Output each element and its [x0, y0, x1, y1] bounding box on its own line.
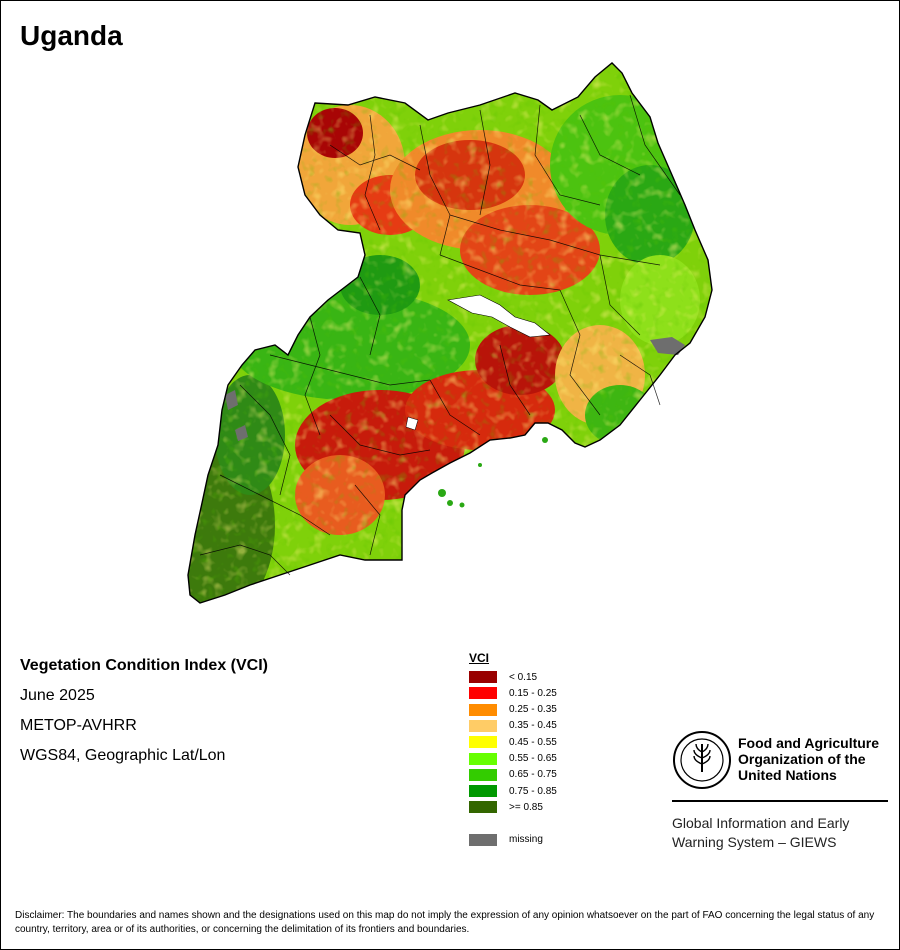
country-outline	[187, 62, 713, 604]
legend-swatch	[469, 801, 497, 814]
legend-label: < 0.15	[509, 671, 538, 683]
missing-patch-west-2	[235, 425, 248, 441]
legend-label: >= 0.85	[509, 801, 543, 813]
giews-name: Global Information and Early Warning Sys…	[672, 815, 850, 850]
uganda-vci-map-svg	[187, 62, 713, 604]
country-title: Uganda	[20, 20, 123, 51]
fao-name: Food and Agriculture Organization of the…	[738, 735, 880, 783]
legend-swatch-missing	[469, 833, 497, 846]
map-info: Vegetation Condition Index (VCI) June 20…	[20, 656, 268, 776]
legend-label: 0.55 - 0.65	[509, 753, 557, 764]
legend-item-missing: missing	[469, 833, 543, 846]
legend-swatch	[469, 785, 497, 798]
legend-label: 0.75 - 0.85	[509, 785, 557, 797]
legend-item: 0.65 - 0.75	[469, 768, 557, 781]
legend-item: 0.25 - 0.35	[469, 703, 557, 716]
legend-item: 0.45 - 0.55	[469, 736, 557, 749]
projection: WGS84, Geographic Lat/Lon	[20, 747, 226, 764]
sensor: METOP-AVHRR	[20, 717, 137, 734]
legend-item: 0.75 - 0.85	[469, 785, 557, 798]
legend-title: VCI	[469, 651, 490, 665]
legend-swatch	[469, 752, 497, 765]
disclaimer: Disclaimer: The boundaries and names sho…	[15, 910, 875, 935]
missing-patch-west	[225, 390, 238, 410]
legend-label: 0.45 - 0.55	[509, 736, 557, 748]
legend-item: 0.55 - 0.65	[469, 752, 557, 765]
lake-kyoga	[447, 294, 551, 338]
legend-swatch	[469, 687, 497, 700]
vci-legend: VCI < 0.15 0.15 - 0.25 0.25 - 0.35 0.35 - 0…	[469, 651, 557, 846]
legend-label: 0.15 - 0.25	[509, 687, 557, 699]
index-name: Vegetation Condition Index (VCI)	[20, 657, 268, 674]
vci-map	[180, 55, 720, 615]
fao-divider	[672, 800, 888, 802]
legend-swatch	[469, 736, 497, 749]
period: June 2025	[20, 687, 95, 704]
legend-label-missing: missing	[509, 834, 543, 846]
fao-logo-block: Food and Agriculture Organization of the…	[672, 730, 888, 850]
legend-swatch	[469, 703, 497, 716]
legend-item: < 0.15	[469, 671, 537, 683]
legend-swatch	[469, 768, 497, 781]
vci-raster	[188, 63, 712, 603]
legend-label: 0.25 - 0.35	[509, 704, 557, 716]
lake-shore	[405, 416, 419, 431]
district-boundaries	[199, 94, 681, 576]
legend-swatch	[469, 719, 497, 732]
legend-label: 0.35 - 0.45	[509, 720, 557, 732]
legend-item: 0.15 - 0.25	[469, 687, 557, 700]
lake-victoria-islands	[438, 437, 548, 508]
missing-patch-east	[650, 337, 685, 355]
legend-item: >= 0.85	[469, 801, 543, 814]
fao-logo-icon	[673, 731, 731, 789]
legend-label: 0.65 - 0.75	[509, 769, 557, 781]
legend-item: 0.35 - 0.45	[469, 719, 557, 732]
legend-swatch	[469, 671, 497, 683]
